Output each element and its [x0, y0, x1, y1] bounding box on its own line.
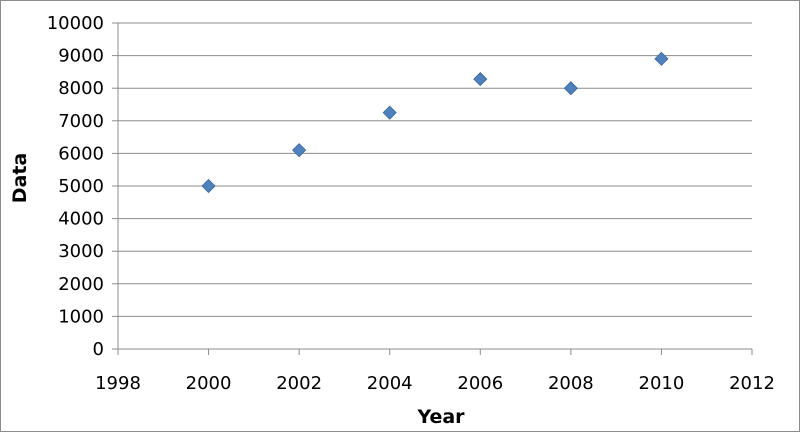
y-tick-label-7: 7000 [58, 111, 104, 132]
x-tick-label-0: 1998 [95, 373, 141, 394]
y-tick-label-6: 6000 [58, 143, 104, 164]
y-axis-ticks: 0 1000 2000 3000 4000 5000 6000 7000 8000 9000 100… [47, 13, 118, 360]
data-point-2010 [654, 51, 669, 66]
y-tick-label-8: 8000 [58, 78, 104, 99]
y-tick-label-1: 1000 [58, 306, 104, 327]
y-tick-label-5: 5000 [58, 176, 104, 197]
x-tick-label-3: 2004 [367, 373, 413, 394]
x-tick-label-1: 2000 [186, 373, 232, 394]
y-tick-label-3: 3000 [58, 241, 104, 262]
x-tick-label-5: 2008 [548, 373, 594, 394]
y-tick-label-9: 9000 [58, 46, 104, 67]
data-point-2004 [382, 105, 397, 120]
data-point-2006 [473, 72, 488, 87]
x-axis-title: Year [416, 406, 465, 428]
x-tick-label-4: 2006 [457, 373, 503, 394]
y-tick-label-0: 0 [93, 339, 104, 360]
gridlines [118, 22, 752, 317]
x-tick-label-7: 2012 [729, 373, 775, 394]
y-tick-label-2: 2000 [58, 274, 104, 295]
data-point-2002 [292, 143, 307, 158]
y-tick-label-10: 10000 [47, 13, 104, 34]
x-tick-label-2: 2002 [276, 373, 322, 394]
data-points [201, 51, 669, 194]
data-point-2008 [563, 81, 578, 96]
data-point-2000 [201, 178, 216, 194]
x-tick-label-6: 2010 [639, 373, 685, 394]
y-tick-label-4: 4000 [58, 209, 104, 230]
x-axis-ticks: 1998 2000 2002 2004 2006 2008 2010 2012 [95, 349, 775, 394]
y-axis-title: Data [9, 153, 31, 204]
